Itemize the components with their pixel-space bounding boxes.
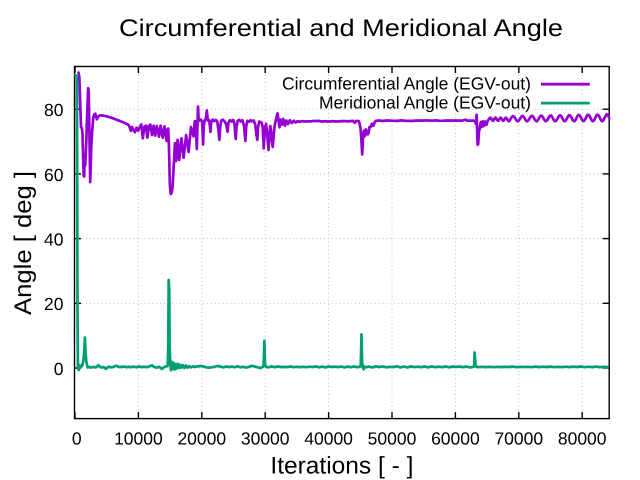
svg-text:40: 40 bbox=[44, 230, 64, 250]
svg-text:Circumferential and Meridional: Circumferential and Meridional Angle bbox=[119, 15, 563, 42]
svg-text:20: 20 bbox=[44, 294, 64, 314]
svg-text:Iterations [ - ]: Iterations [ - ] bbox=[270, 452, 413, 479]
svg-text:70000: 70000 bbox=[494, 429, 543, 449]
svg-text:80: 80 bbox=[44, 100, 64, 120]
svg-text:10000: 10000 bbox=[114, 429, 163, 449]
svg-text:Meridional Angle (EGV-out): Meridional Angle (EGV-out) bbox=[319, 92, 531, 112]
svg-text:60000: 60000 bbox=[431, 429, 480, 449]
svg-text:50000: 50000 bbox=[368, 429, 417, 449]
svg-text:Angle [ deg ]: Angle [ deg ] bbox=[10, 171, 37, 315]
svg-text:60: 60 bbox=[44, 165, 64, 185]
svg-text:30000: 30000 bbox=[241, 429, 290, 449]
svg-text:0: 0 bbox=[72, 429, 82, 449]
svg-text:20000: 20000 bbox=[177, 429, 226, 449]
svg-text:40000: 40000 bbox=[304, 429, 353, 449]
svg-text:80000: 80000 bbox=[558, 429, 607, 449]
svg-text:Circumferential Angle (EGV-out: Circumferential Angle (EGV-out) bbox=[282, 74, 531, 94]
svg-text:0: 0 bbox=[54, 359, 64, 379]
